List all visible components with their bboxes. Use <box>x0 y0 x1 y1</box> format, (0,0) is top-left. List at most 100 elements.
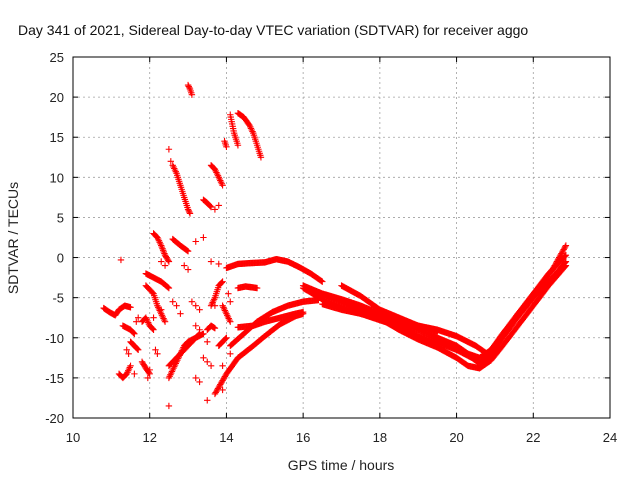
data-point <box>434 328 441 335</box>
data-point <box>207 203 214 210</box>
data-point <box>154 350 161 358</box>
y-tick-label: 5 <box>57 210 64 225</box>
data-point <box>225 290 232 297</box>
data-point <box>165 402 173 410</box>
x-tick-label: 20 <box>449 430 463 445</box>
x-tick-label: 18 <box>373 430 387 445</box>
data-point <box>150 326 157 333</box>
data-point <box>177 310 184 317</box>
data-point <box>167 158 175 165</box>
data-point <box>123 346 130 354</box>
data-point <box>219 362 226 370</box>
data-point <box>117 256 125 264</box>
data-point <box>319 278 326 285</box>
data-point <box>161 318 169 325</box>
data-point <box>149 289 156 296</box>
data-point <box>211 302 219 309</box>
data-point <box>165 284 173 292</box>
data-point <box>211 324 219 332</box>
data-point <box>184 247 191 254</box>
y-tick-label: -10 <box>45 331 64 346</box>
plot-frame <box>72 56 611 419</box>
data-point <box>223 334 230 341</box>
data-point <box>227 350 234 358</box>
data-point <box>158 258 165 265</box>
data-point <box>192 374 199 382</box>
data-marks <box>100 81 570 410</box>
data-point <box>234 142 242 149</box>
data-point <box>299 310 307 317</box>
data-point <box>562 242 570 249</box>
y-tick-label: -15 <box>45 371 64 386</box>
data-point <box>161 262 169 269</box>
x-tick-label: 16 <box>296 430 310 445</box>
y-tick-label: 20 <box>50 90 64 105</box>
data-point <box>253 284 261 292</box>
data-point <box>186 84 193 91</box>
data-point <box>195 331 202 338</box>
data-point <box>192 238 199 245</box>
data-point <box>227 298 234 305</box>
data-point <box>318 277 325 285</box>
data-point <box>164 284 172 291</box>
data-point <box>181 262 188 269</box>
y-tick-label: -5 <box>52 291 64 306</box>
data-point <box>227 318 234 325</box>
data-point <box>204 397 211 404</box>
data-point <box>164 257 172 264</box>
data-point <box>165 258 173 265</box>
x-tick-label: 14 <box>219 430 233 445</box>
data-point <box>173 302 180 309</box>
data-point <box>207 258 215 265</box>
data-point <box>133 318 140 325</box>
y-tick-label: 15 <box>50 130 64 145</box>
y-axis: -20 -15 -10 -5 0 5 10 15 20 25 <box>45 50 610 426</box>
data-point <box>561 243 569 251</box>
data-point <box>219 182 226 189</box>
data-point <box>150 314 157 321</box>
data-point <box>196 306 203 313</box>
chart-title: Day 341 of 2021, Sidereal Day-to-day VTE… <box>18 22 528 38</box>
data-point <box>130 329 137 337</box>
data-point <box>196 326 203 333</box>
data-point <box>158 306 165 313</box>
data-point <box>186 208 193 216</box>
data-point <box>135 346 142 354</box>
data-point <box>215 202 222 209</box>
data-point <box>207 362 215 370</box>
data-point <box>204 358 211 366</box>
data-point <box>131 370 138 378</box>
data-point <box>145 369 153 376</box>
y-tick-label: -20 <box>45 411 64 426</box>
x-tick-label: 12 <box>142 430 156 445</box>
data-point <box>152 346 159 354</box>
data-point <box>127 304 134 311</box>
data-point <box>125 350 132 358</box>
x-tick-label: 24 <box>603 430 617 445</box>
data-point <box>144 374 151 382</box>
x-axis: 10 12 14 16 18 20 22 24 <box>66 57 617 445</box>
data-point <box>257 154 265 161</box>
data-point <box>204 338 211 345</box>
x-tick-label: 10 <box>66 430 80 445</box>
data-point <box>192 302 199 309</box>
y-tick-label: 0 <box>57 251 64 266</box>
data-point <box>149 325 156 333</box>
y-tick-label: 25 <box>50 50 64 65</box>
data-point <box>223 143 230 151</box>
data-point <box>561 263 569 270</box>
data-point <box>169 298 176 305</box>
data-point <box>131 330 138 337</box>
x-axis-label: GPS time / hours <box>288 457 395 473</box>
data-point <box>146 366 153 374</box>
data-point <box>165 146 173 153</box>
data-point <box>222 335 229 342</box>
data-point <box>188 91 196 98</box>
data-point <box>135 314 142 321</box>
data-point <box>215 260 222 268</box>
data-point <box>315 296 322 304</box>
data-point <box>134 345 141 353</box>
data-point <box>562 262 570 269</box>
data-point <box>184 266 192 273</box>
